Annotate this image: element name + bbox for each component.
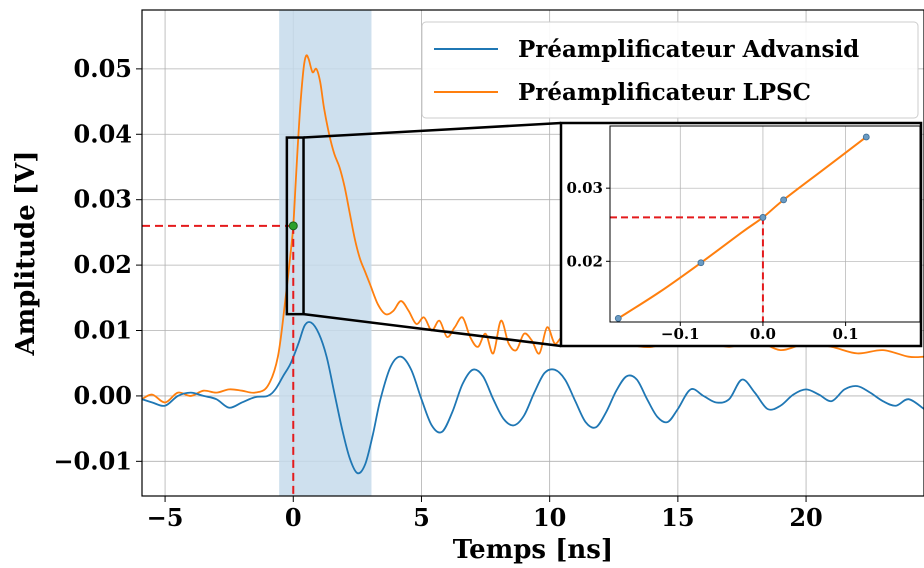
y-tick-label: 0.02 [74,250,132,279]
inset-x-tick-label: 0.1 [833,325,859,343]
main-markers [142,221,298,496]
legend-box [421,21,919,119]
zoom-connector-bottom [303,312,562,348]
inset-series [617,136,867,320]
zoom-connector-top [303,121,562,139]
x-tick-label: 0 [285,503,302,532]
y-tick-label: 0.03 [74,185,132,214]
inset-x-tick-label: −0.1 [661,325,700,343]
x-tick-label: 10 [533,503,566,532]
x-tick-label: −5 [147,503,184,532]
x-axis-label: Temps [ns] [453,535,613,565]
y-tick-label: 0.00 [74,381,132,410]
y-tick-label: −0.01 [53,446,132,475]
shaded-region [279,10,372,496]
inset-series-line [617,136,867,320]
x-tick-label: 20 [789,503,822,532]
inset-ticks: −0.1 0.0 0.1 0.02 0.03 [566,179,858,343]
zoom-indicator [285,121,562,348]
y-tick-label: 0.05 [74,54,132,83]
inset-y-tick-label: 0.02 [566,252,603,270]
y-axis-label: Amplitude [V] [11,150,41,356]
legend: Préamplificateur Advansid Préamplificate… [421,21,919,119]
y-tick-label: 0.01 [74,316,132,345]
x-tick-label: 15 [661,503,694,532]
inset-data-point [780,196,787,204]
y-tick-label: 0.04 [74,119,132,148]
plot-frame [141,9,924,497]
inset-plot-frame [609,125,921,323]
inset-data-point [697,259,705,267]
inset-marker-point [759,214,767,221]
inset-markers [610,133,870,322]
inset-chart: −0.1 0.0 0.1 0.02 0.03 [559,121,923,348]
marker-point [288,221,298,231]
x-tick-label: 5 [413,503,430,532]
inset-y-tick-label: 0.03 [566,179,603,197]
legend-label-advansid: Préamplificateur Advansid [518,36,859,63]
inset-data-point [614,314,622,322]
zoom-box [285,136,305,316]
inset-data-point [862,133,870,141]
main-ticks: −5 0 5 10 15 20 −0.01 0.00 0.01 0.02 0.03 0.04 0.05 [53,54,822,532]
legend-label-lpsc: Préamplificateur LPSC [518,79,811,106]
series-line-advansid [142,321,924,475]
inset-x-tick-label: 0.0 [750,325,776,343]
inset-outer-frame [559,121,923,348]
